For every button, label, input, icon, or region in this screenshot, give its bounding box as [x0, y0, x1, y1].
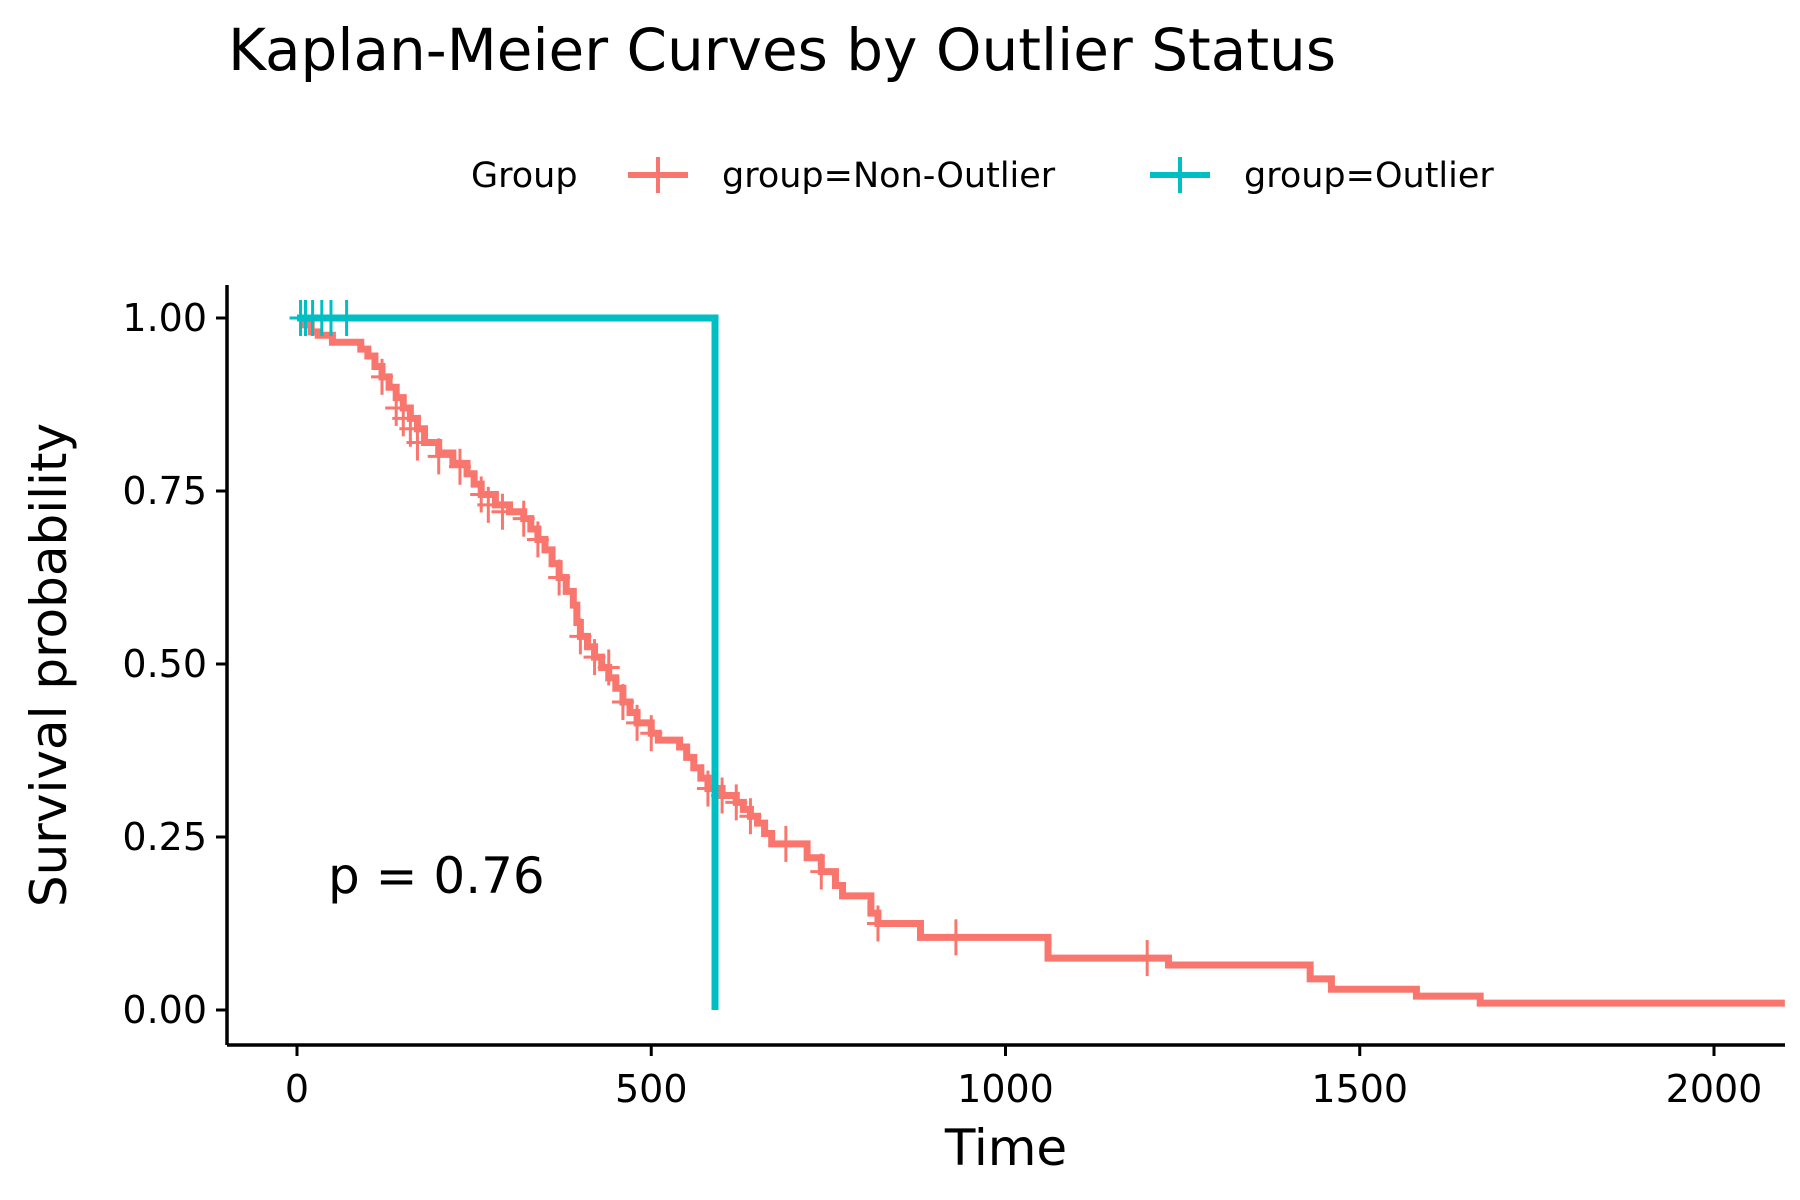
x-axis-title: Time: [944, 1119, 1067, 1177]
x-tick-label: 0: [285, 1067, 309, 1111]
legend-label-non-outlier: group=Non-Outlier: [722, 156, 1056, 196]
censor-mark-non-outlier: [1136, 940, 1159, 977]
censor-mark-non-outlier: [371, 358, 394, 395]
censor-mark-non-outlier: [640, 715, 663, 752]
censor-mark-non-outlier: [611, 684, 634, 721]
x-tick-label: 1000: [957, 1067, 1054, 1111]
y-tick-label: 0.50: [122, 642, 207, 686]
censor-mark-non-outlier: [944, 919, 967, 956]
x-tick-label: 500: [615, 1067, 688, 1111]
km-curve-outlier: [297, 314, 719, 1010]
y-tick-label: 0.75: [122, 469, 207, 513]
censor-mark-non-outlier: [526, 521, 549, 558]
plot-area: [289, 300, 1785, 1010]
censor-mark-non-outlier: [548, 559, 571, 596]
axis-ticks: 0 500 1000 1500 2000 0.00 0.25 0.50 0.75 1.00: [122, 296, 1762, 1111]
legend-key-non-outlier: [628, 157, 688, 193]
y-tick-label: 0.25: [122, 815, 207, 859]
censor-mark-non-outlier: [477, 486, 500, 523]
legend-key-outlier: [1150, 157, 1210, 193]
censor-mark-non-outlier: [739, 798, 762, 835]
censor-mark-non-outlier: [491, 493, 514, 530]
censor-mark-non-outlier: [448, 448, 471, 485]
censor-mark-non-outlier: [597, 649, 620, 686]
legend: Group group=Non-Outlier group=Outlier: [471, 156, 1494, 196]
p-value-annotation: p = 0.76: [328, 847, 545, 905]
censor-mark-non-outlier: [810, 853, 833, 890]
censor-mark-non-outlier: [774, 825, 797, 862]
censor-mark-non-outlier: [583, 639, 606, 676]
y-tick-label: 1.00: [122, 296, 207, 340]
censor-mark-non-outlier: [427, 438, 450, 475]
censor-mark-non-outlier: [512, 500, 535, 537]
x-tick-label: 1500: [1311, 1067, 1408, 1111]
censor-mark-non-outlier: [569, 618, 592, 655]
y-axis-title: Survival probability: [20, 423, 78, 907]
censor-mark-outlier: [335, 300, 358, 336]
censor-mark-non-outlier: [626, 704, 649, 741]
legend-title: Group: [471, 156, 578, 196]
legend-label-outlier: group=Outlier: [1244, 156, 1494, 196]
x-tick-label: 2000: [1666, 1067, 1763, 1111]
chart-title: Kaplan-Meier Curves by Outlier Status: [228, 16, 1336, 84]
censor-mark-non-outlier: [866, 905, 889, 942]
censor-mark-non-outlier: [406, 424, 429, 461]
censor-mark-non-outlier: [725, 784, 748, 821]
y-tick-label: 0.00: [122, 988, 207, 1032]
